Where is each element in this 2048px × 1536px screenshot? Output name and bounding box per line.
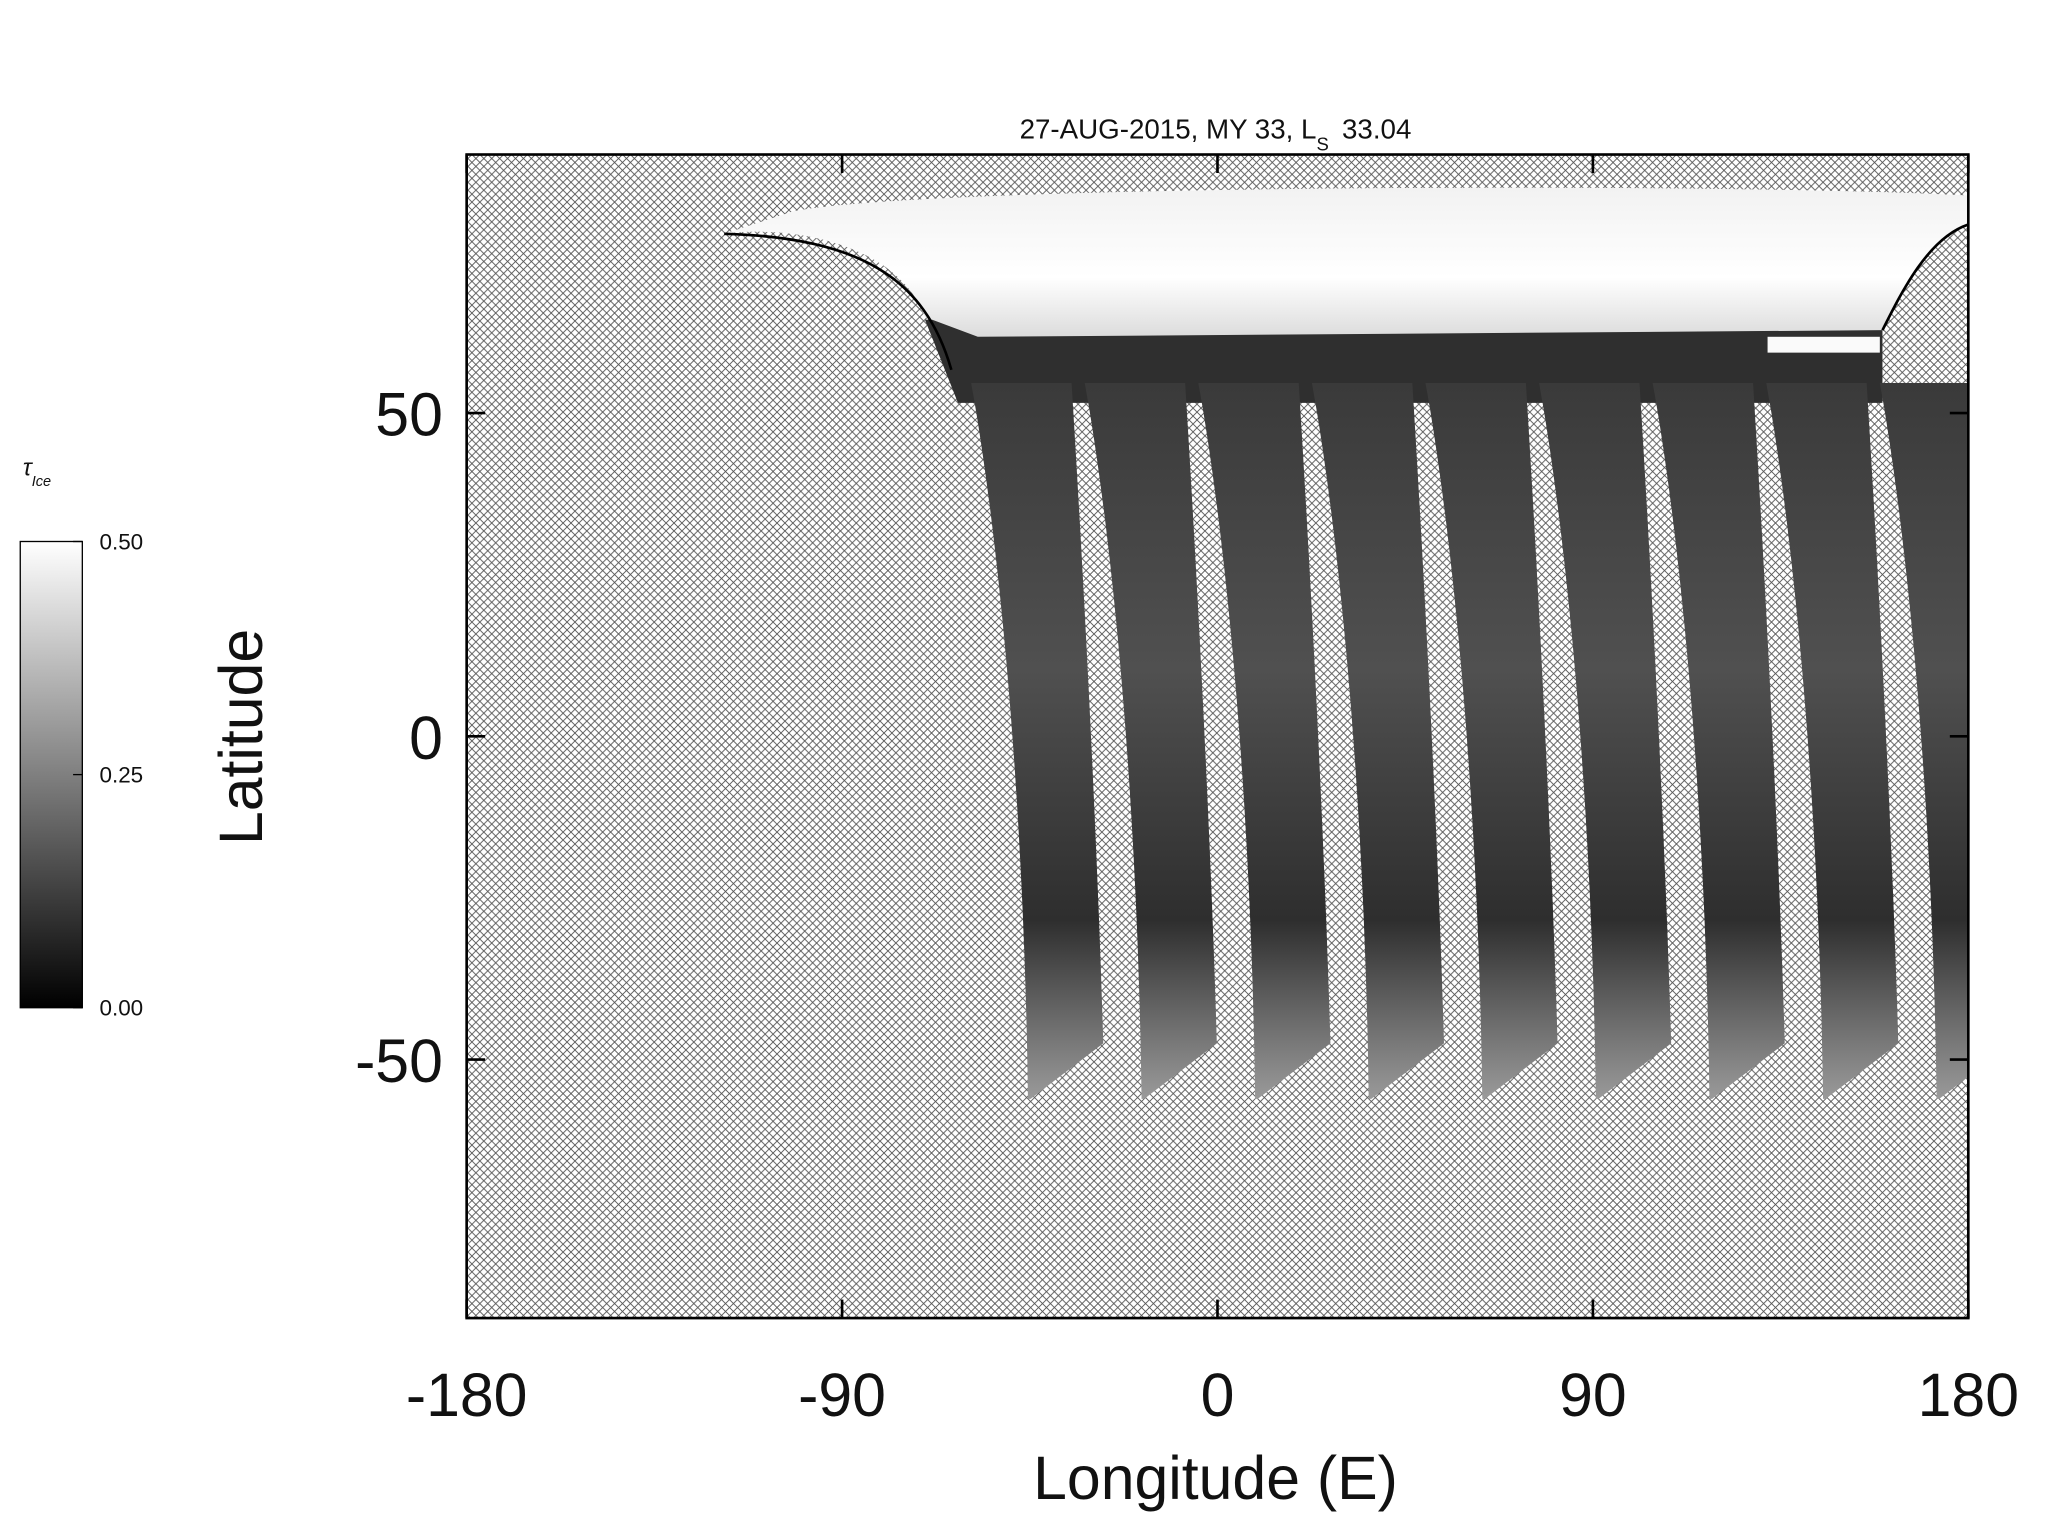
dark-band (924, 319, 1883, 403)
swath (1879, 383, 1969, 1099)
swath (1766, 383, 1899, 1099)
colorbar-symbol: τ (23, 454, 34, 481)
gap (1767, 336, 1880, 353)
x-axis-label: Longitude (E) (1033, 1444, 1398, 1512)
y-tick-label: 0 (409, 704, 443, 772)
title-text: 27-AUG-2015, MY 33, L (1020, 114, 1317, 145)
swath (1539, 383, 1672, 1099)
image-swaths (724, 187, 1969, 1099)
colorbar-tick-label: 0.00 (99, 996, 143, 1021)
colorbar-tick-label: 0.25 (99, 763, 143, 788)
y-tick-label: -50 (355, 1027, 443, 1095)
x-tick-label: 0 (1201, 1361, 1235, 1429)
swath (1425, 383, 1558, 1099)
x-tick-label: 90 (1559, 1361, 1627, 1429)
chart-title: 27-AUG-2015, MY 33, LS 33.04 (1020, 114, 1412, 155)
colorbar-subscript: Ice (32, 474, 51, 490)
swath (1311, 383, 1444, 1099)
x-tick-label: 180 (1918, 1361, 2019, 1429)
title-value: 33.04 (1342, 114, 1411, 145)
swath (1652, 383, 1785, 1099)
swath (971, 383, 1104, 1099)
colorbar (19, 540, 83, 1009)
colorbar-tick-label: 0.50 (99, 529, 143, 554)
polar-ice (724, 187, 1969, 337)
y-axis-label: Latitude (207, 629, 275, 845)
colorbar-label: τIce (23, 454, 51, 490)
x-tick-label: -90 (798, 1361, 886, 1429)
swath (1198, 383, 1331, 1099)
y-tick-label: 50 (375, 381, 443, 449)
title-subscript: S (1316, 134, 1328, 155)
swath-edge (724, 232, 953, 371)
swath-edge (1881, 223, 1969, 331)
x-tick-label: -180 (406, 1361, 528, 1429)
swath (1084, 383, 1217, 1099)
